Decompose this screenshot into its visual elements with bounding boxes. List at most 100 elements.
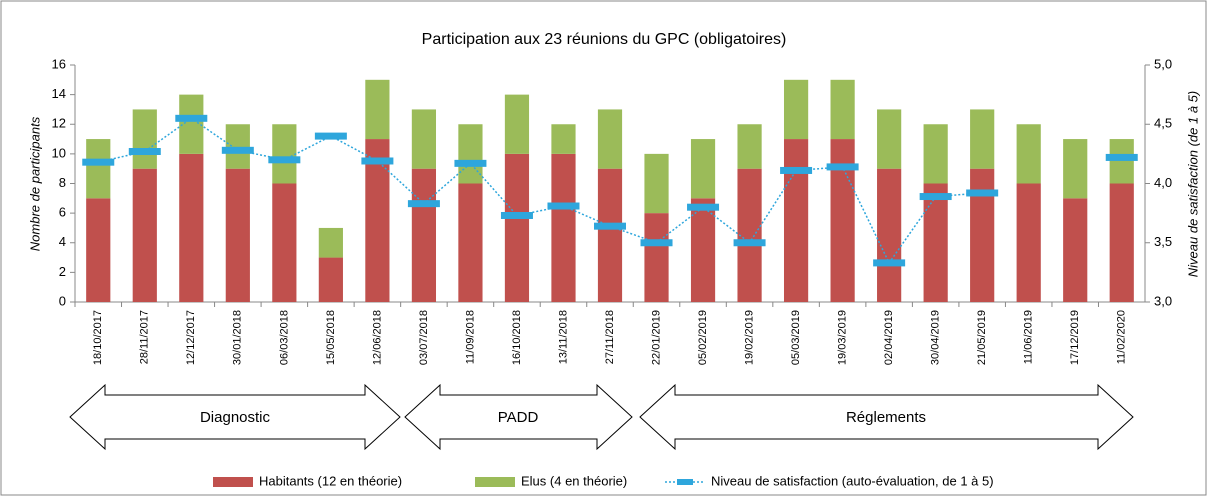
bar-segment <box>1016 183 1041 302</box>
bar-segment <box>1063 139 1088 199</box>
x-tick-label: 17/12/2019 <box>1069 310 1081 365</box>
bar-segment <box>970 168 995 302</box>
legend-swatch <box>475 477 515 487</box>
bar-segment <box>970 109 995 169</box>
phase-arrow <box>69 383 401 451</box>
y-tick-label: 4 <box>59 234 66 249</box>
x-tick-label: 21/05/2019 <box>976 310 988 365</box>
x-tick-label: 22/01/2019 <box>650 310 662 365</box>
x-tick-label: 12/06/2018 <box>371 310 383 365</box>
x-tick-label: 13/11/2018 <box>557 310 569 364</box>
legend-label: Elus (4 en théorie) <box>521 473 627 488</box>
satisfaction-marker <box>966 189 999 197</box>
satisfaction-marker <box>407 200 440 208</box>
bar-segment <box>272 183 297 302</box>
bar-segment <box>597 168 623 302</box>
phase-label: PADD <box>498 409 539 426</box>
bar-segment <box>458 183 483 302</box>
y-tick-label: 2 <box>59 264 66 279</box>
y-tick-label: 10 <box>52 145 66 160</box>
y-tick-label: 14 <box>52 86 66 101</box>
y-tick-label: 0 <box>59 293 66 308</box>
y-tick-label: 16 <box>52 56 66 71</box>
bar-segment <box>504 153 530 302</box>
x-tick-label: 16/10/2018 <box>511 310 523 365</box>
bar-segment <box>1016 124 1041 184</box>
legend-marker <box>677 479 693 485</box>
satisfaction-marker <box>873 259 906 267</box>
x-tick-label: 19/02/2019 <box>743 310 755 365</box>
x-tick-label: 12/12/2017 <box>185 310 197 365</box>
satisfaction-marker <box>500 211 533 219</box>
x-tick-label: 30/04/2019 <box>930 310 942 365</box>
satisfaction-marker <box>826 163 859 171</box>
x-tick-label: 19/03/2019 <box>837 310 849 365</box>
y-tick-label: 6 <box>59 205 66 220</box>
satisfaction-marker <box>1105 153 1138 161</box>
satisfaction-marker <box>314 132 347 140</box>
bar-segment <box>551 153 576 302</box>
y2-tick-label: 4,0 <box>1154 175 1172 190</box>
bar-segment <box>830 79 855 140</box>
bar-segment <box>783 139 809 302</box>
bar-segment <box>225 168 250 302</box>
phase-label: Diagnostic <box>200 409 271 426</box>
bar-segment <box>923 124 948 184</box>
bar-segment <box>411 109 437 169</box>
phase-arrow <box>639 383 1134 451</box>
phase-arrow <box>404 383 633 451</box>
bar-segment <box>411 168 437 302</box>
bar-segment <box>86 198 111 302</box>
satisfaction-marker <box>733 239 766 247</box>
legend-label: Niveau de satisfaction (auto-évaluation,… <box>711 473 994 488</box>
bar-segment <box>690 198 716 302</box>
satisfaction-marker <box>594 222 626 230</box>
y2-tick-label: 5,0 <box>1154 56 1172 71</box>
bar-segment <box>179 94 204 154</box>
satisfaction-marker <box>361 157 394 165</box>
bar-segment <box>1109 139 1134 184</box>
y2-tick-label: 3,5 <box>1154 234 1172 249</box>
x-tick-label: 05/02/2019 <box>697 310 709 365</box>
y-tick-label: 12 <box>52 116 66 131</box>
bar-segment <box>272 124 297 184</box>
bar-segment <box>644 153 669 214</box>
satisfaction-marker <box>640 239 673 247</box>
y2-tick-label: 3,0 <box>1154 293 1172 308</box>
bar-segment <box>877 109 902 169</box>
satisfaction-marker <box>454 159 487 167</box>
x-tick-label: 02/04/2019 <box>883 310 895 365</box>
x-tick-label: 11/02/2020 <box>1116 310 1128 364</box>
bar-segment <box>365 139 390 302</box>
bar-segment <box>877 168 902 302</box>
y-axis-label: Nombre de participants <box>27 116 42 251</box>
x-tick-label: 15/05/2018 <box>325 310 337 365</box>
satisfaction-marker <box>268 156 301 164</box>
x-tick-label: 27/11/2018 <box>604 310 616 364</box>
bar-segment <box>225 124 250 169</box>
satisfaction-marker <box>780 166 813 174</box>
x-tick-label: 05/03/2019 <box>790 310 802 365</box>
bar-segment <box>737 124 762 169</box>
x-tick-label: 18/10/2017 <box>92 310 104 365</box>
satisfaction-marker <box>687 203 720 211</box>
y2-axis-label: Niveau de satisfaction (de 1 à 5) <box>1185 91 1200 277</box>
satisfaction-marker <box>919 193 952 201</box>
bar-segment <box>132 109 157 169</box>
bar-segment <box>644 213 669 302</box>
bar-segment <box>318 227 343 258</box>
x-tick-label: 28/11/2017 <box>139 310 151 364</box>
bar-segment <box>179 153 204 302</box>
satisfaction-marker <box>175 114 208 122</box>
y-tick-label: 8 <box>59 175 66 190</box>
satisfaction-marker <box>547 202 580 210</box>
x-tick-label: 03/07/2018 <box>418 310 430 365</box>
bar-segment <box>923 183 948 302</box>
bar-segment <box>551 124 576 154</box>
x-tick-label: 11/09/2018 <box>464 310 476 364</box>
satisfaction-marker <box>128 148 161 156</box>
chart-title: Participation aux 23 réunions du GPC (ob… <box>422 31 787 48</box>
bar-segment <box>1109 183 1134 302</box>
bar-segment <box>458 124 483 184</box>
